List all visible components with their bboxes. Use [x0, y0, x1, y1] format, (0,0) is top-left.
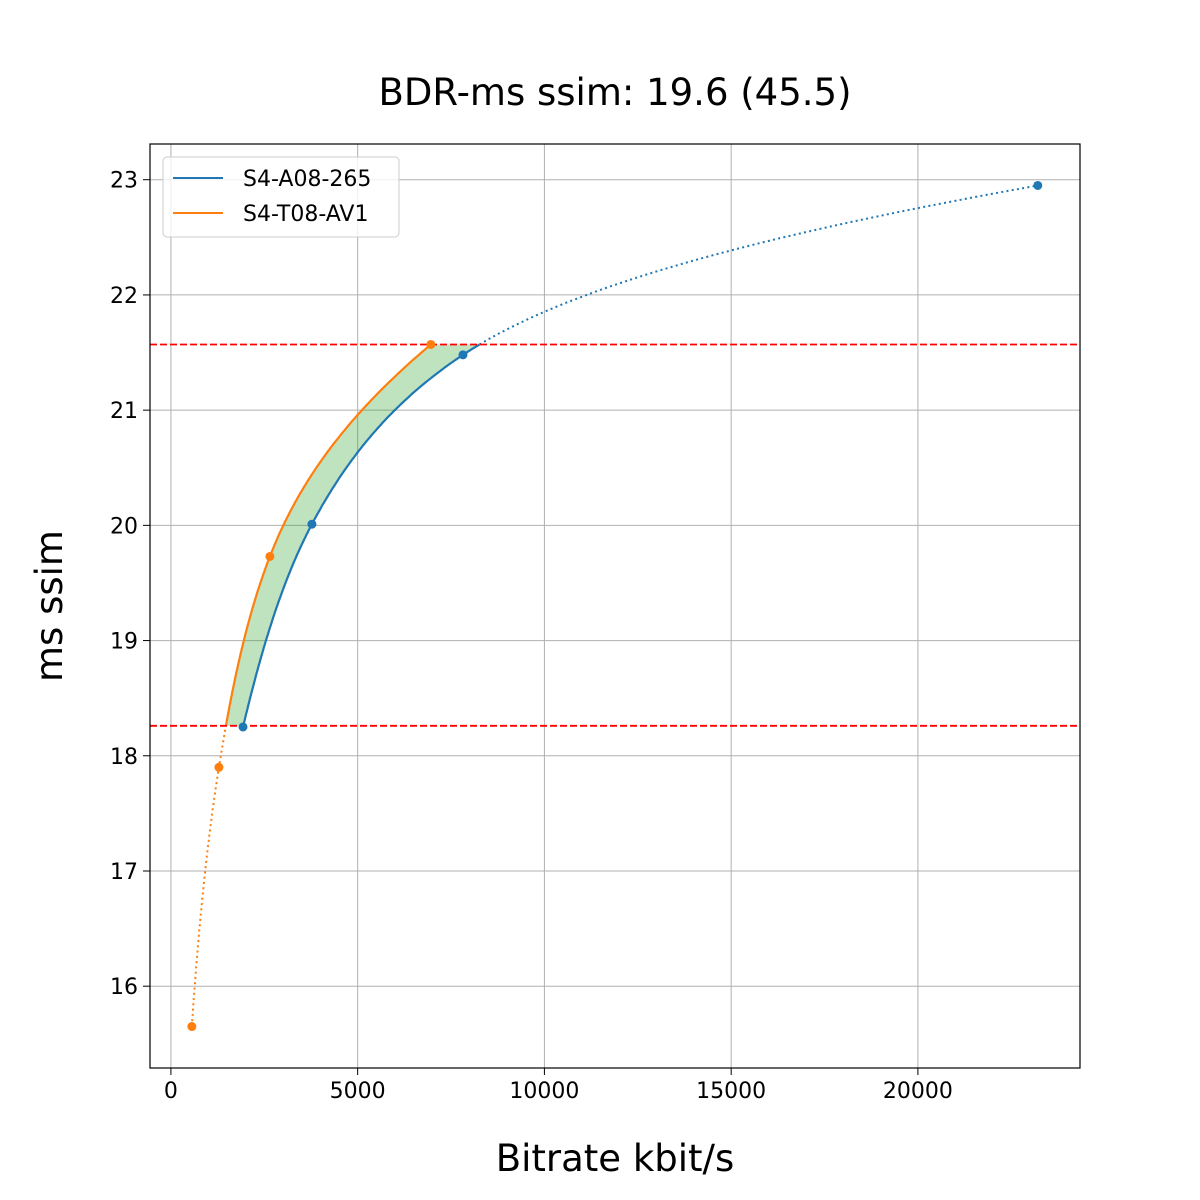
- x-tick-label: 10000: [509, 1079, 579, 1104]
- fill-area: [225, 344, 480, 726]
- legend-label-1: S4-T08-AV1: [243, 202, 368, 227]
- y-ticks: 16 17 18 19 20 21 22 23: [110, 169, 150, 1000]
- y-tick-label: 17: [110, 860, 138, 885]
- y-tick-label: 23: [110, 169, 138, 194]
- y-tick-label: 16: [110, 975, 138, 1000]
- fill-between-area: [225, 344, 480, 726]
- y-axis-label: ms ssim: [28, 530, 71, 682]
- legend: S4-A08-265 S4-T08-AV1: [162, 156, 400, 238]
- data-point: [1033, 180, 1043, 190]
- data-point: [265, 551, 275, 561]
- plot-frame: [149, 143, 1081, 1069]
- data-point: [458, 350, 468, 360]
- x-tick-label: 0: [164, 1079, 178, 1104]
- data-points: [187, 180, 1043, 1032]
- data-point: [187, 1022, 197, 1032]
- y-tick-label: 19: [110, 630, 138, 655]
- x-tick-label: 5000: [330, 1079, 386, 1104]
- x-ticks: 0 5000 10000 15000 20000: [164, 1068, 953, 1104]
- series-line-dotted: [478, 184, 1038, 346]
- reference-lines: [150, 343, 1080, 727]
- series-line-solid: [224, 343, 432, 727]
- x-axis-label: Bitrate kbit/s: [496, 1137, 735, 1180]
- y-tick-label: 18: [110, 745, 138, 770]
- data-point: [238, 722, 248, 732]
- data-point: [214, 762, 224, 772]
- data-point: [307, 519, 317, 529]
- y-tick-label: 20: [110, 514, 138, 539]
- series-lines: [190, 184, 1038, 1027]
- grid: [150, 144, 1080, 1068]
- chart-title: BDR-ms ssim: 19.6 (45.5): [378, 71, 851, 114]
- y-tick-label: 21: [110, 399, 138, 424]
- x-tick-label: 20000: [883, 1079, 953, 1104]
- data-point: [426, 339, 436, 349]
- y-tick-label: 22: [110, 284, 138, 309]
- legend-label-0: S4-A08-265: [243, 167, 371, 192]
- x-tick-label: 15000: [696, 1079, 766, 1104]
- series-line-solid: [242, 343, 481, 727]
